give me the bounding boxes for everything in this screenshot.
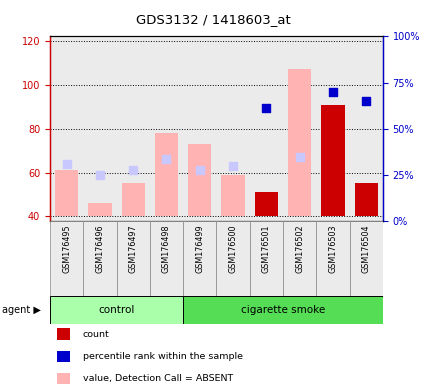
Point (296, 154, 302, 160)
Bar (116, 221, 149, 296)
Point (262, 105, 269, 111)
Bar (187, 144, 211, 217)
Bar (149, 221, 183, 296)
Text: GSM176497: GSM176497 (128, 225, 138, 273)
Bar (88, 203, 112, 217)
Bar (183, 296, 382, 324)
Text: control: control (98, 305, 135, 315)
Bar (55, 170, 78, 217)
Bar (50, 296, 183, 324)
Text: count: count (82, 329, 109, 339)
Point (163, 156, 170, 162)
Point (96, 172, 103, 178)
Text: GSM176501: GSM176501 (261, 225, 270, 273)
Bar (183, 221, 216, 296)
Bar (254, 192, 277, 217)
Text: GSM176499: GSM176499 (195, 225, 204, 273)
Text: GSM176496: GSM176496 (95, 225, 104, 273)
Text: GSM176500: GSM176500 (228, 225, 237, 273)
Point (329, 89, 335, 95)
Point (63, 161, 70, 167)
Bar (316, 221, 349, 296)
Point (229, 163, 236, 169)
Point (362, 98, 369, 104)
Text: GSM176504: GSM176504 (361, 225, 370, 273)
Text: percentile rank within the sample: percentile rank within the sample (82, 352, 242, 361)
Text: GSM176498: GSM176498 (161, 225, 171, 273)
Bar (221, 175, 244, 217)
Text: value, Detection Call = ABSENT: value, Detection Call = ABSENT (82, 374, 232, 383)
Bar (216, 221, 249, 296)
Bar (283, 221, 316, 296)
Text: cigarette smoke: cigarette smoke (240, 305, 324, 315)
Bar (121, 184, 145, 217)
Bar (50, 221, 83, 296)
Text: GSM176503: GSM176503 (328, 225, 337, 273)
Text: GSM176495: GSM176495 (62, 225, 71, 273)
Bar (320, 104, 344, 217)
Point (129, 167, 136, 174)
Bar (83, 221, 116, 296)
Bar (249, 221, 283, 296)
Bar (155, 133, 178, 217)
Bar (287, 70, 311, 217)
Text: agent ▶: agent ▶ (2, 305, 41, 315)
Text: GSM176502: GSM176502 (294, 225, 303, 273)
Text: GDS3132 / 1418603_at: GDS3132 / 1418603_at (135, 13, 290, 26)
Point (196, 167, 203, 174)
Bar (354, 184, 377, 217)
Bar (349, 221, 382, 296)
